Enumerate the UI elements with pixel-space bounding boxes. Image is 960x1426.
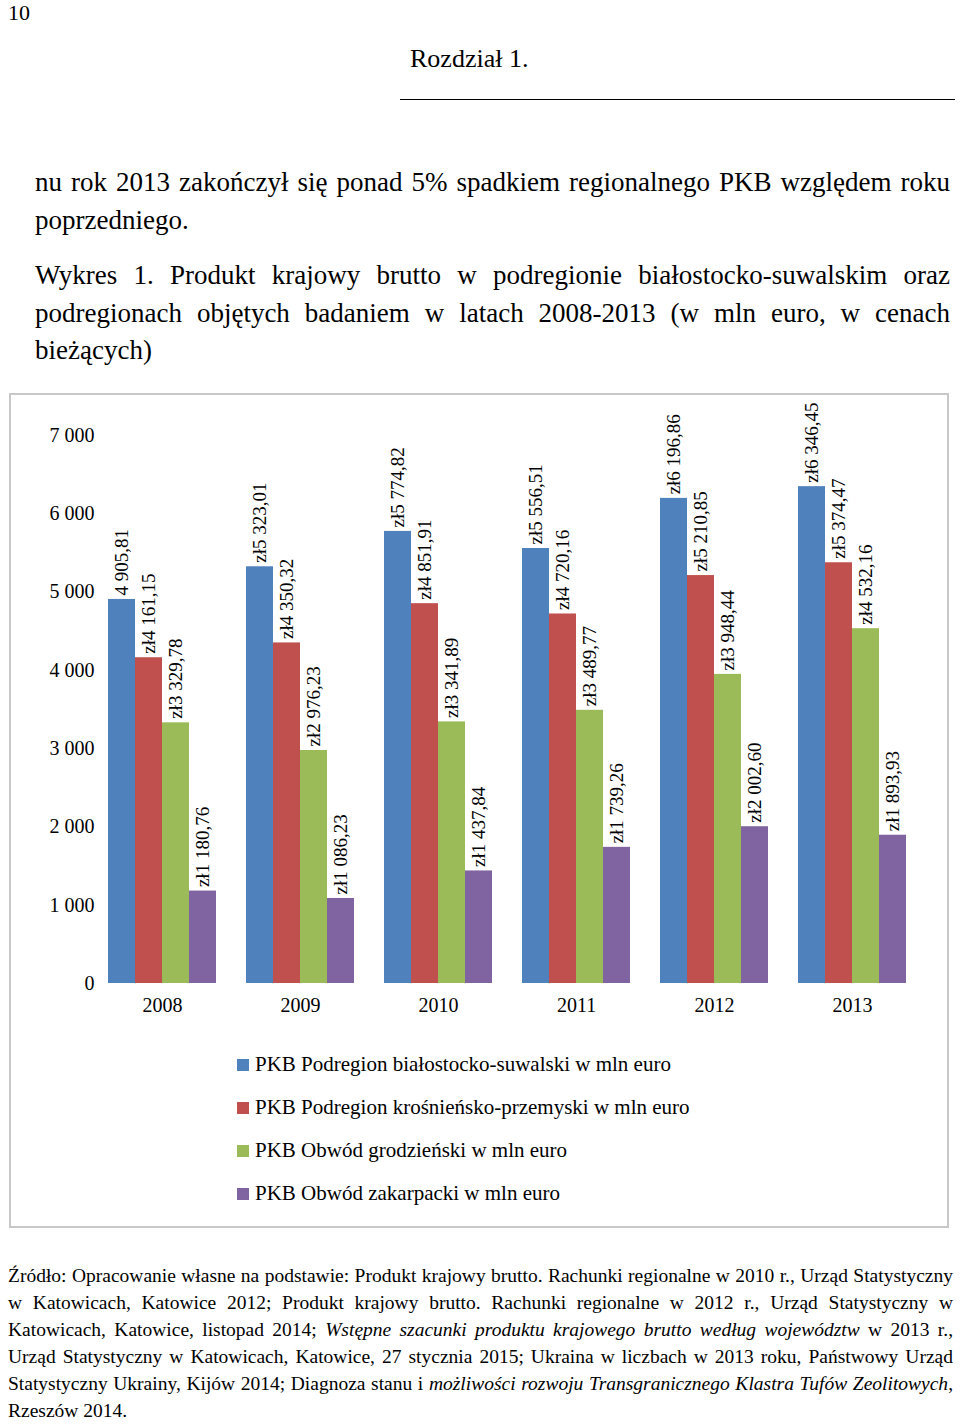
svg-text:zł5 774,82: zł5 774,82 bbox=[387, 447, 408, 527]
svg-text:2 000: 2 000 bbox=[50, 815, 95, 837]
svg-text:zł3 948,44: zł3 948,44 bbox=[717, 590, 738, 671]
svg-text:2009: 2009 bbox=[281, 994, 321, 1016]
svg-text:2008: 2008 bbox=[143, 994, 183, 1016]
svg-text:5 000: 5 000 bbox=[50, 580, 95, 602]
svg-text:1 000: 1 000 bbox=[50, 894, 95, 916]
svg-text:4 905,81: 4 905,81 bbox=[111, 529, 132, 596]
html-text:Wykres 1. Produkt krajowy brut: Wykres 1. Produkt krajowy brutto w podre… bbox=[35, 260, 950, 365]
svg-text:zł2 976,23: zł2 976,23 bbox=[303, 666, 324, 746]
svg-text:2012: 2012 bbox=[695, 994, 735, 1016]
svg-text:zł5 210,85: zł5 210,85 bbox=[690, 491, 711, 571]
svg-text:zł4 532,16: zł4 532,16 bbox=[855, 544, 876, 624]
svg-text:zł4 720,16: zł4 720,16 bbox=[552, 530, 573, 610]
html-text:PKB Obwód grodzieński w mln eu: PKB Obwód grodzieński w mln euro bbox=[255, 1138, 568, 1162]
svg-text:0: 0 bbox=[85, 972, 95, 994]
svg-text:zł5 556,51: zł5 556,51 bbox=[525, 464, 546, 544]
svg-text:2010: 2010 bbox=[419, 994, 459, 1016]
svg-text:zł5 323,01: zł5 323,01 bbox=[249, 483, 270, 563]
html-text:PKB Podregion krośnieńsko-prze: PKB Podregion krośnieńsko-przemyski w ml… bbox=[255, 1095, 690, 1119]
html-text:PKB Obwód zakarpacki w mln eur: PKB Obwód zakarpacki w mln euro bbox=[255, 1181, 560, 1205]
svg-text:zł4 851,91: zł4 851,91 bbox=[414, 519, 435, 599]
svg-text:zł6 346,45: zł6 346,45 bbox=[801, 402, 822, 482]
svg-text:4 000: 4 000 bbox=[50, 659, 95, 681]
html-text:Rozdział 1.: Rozdział 1. bbox=[410, 44, 529, 73]
svg-text:zł1 893,93: zł1 893,93 bbox=[882, 751, 903, 831]
svg-text:3 000: 3 000 bbox=[50, 737, 95, 759]
svg-text:zł3 489,77: zł3 489,77 bbox=[579, 626, 600, 706]
svg-text:zł1 086,23: zł1 086,23 bbox=[330, 814, 351, 894]
svg-text:7 000: 7 000 bbox=[50, 424, 95, 446]
html-text:PKB Podregion białostocko-suwa: PKB Podregion białostocko-suwalski w mln… bbox=[255, 1052, 671, 1076]
svg-text:6 000: 6 000 bbox=[50, 502, 95, 524]
html-text:10: 10 bbox=[8, 0, 30, 25]
svg-text:zł3 341,89: zł3 341,89 bbox=[441, 638, 462, 718]
svg-text:zł4 350,32: zł4 350,32 bbox=[276, 559, 297, 639]
svg-text:2013: 2013 bbox=[833, 994, 873, 1016]
svg-text:zł5 374,47: zł5 374,47 bbox=[828, 479, 849, 559]
html-text:Źródło: Opracowanie własne na: Źródło: Opracowanie własne na podstawie:… bbox=[8, 1265, 953, 1421]
svg-text:zł4 161,15: zł4 161,15 bbox=[138, 574, 159, 654]
svg-text:zł3 329,78: zł3 329,78 bbox=[165, 639, 186, 719]
svg-text:zł1 739,26: zł1 739,26 bbox=[606, 763, 627, 843]
svg-text:zł1 437,84: zł1 437,84 bbox=[468, 786, 489, 867]
svg-text:zł6 196,86: zł6 196,86 bbox=[663, 414, 684, 494]
svg-text:zł1 180,76: zł1 180,76 bbox=[192, 807, 213, 887]
svg-text:2011: 2011 bbox=[557, 994, 596, 1016]
svg-text:zł2 002,60: zł2 002,60 bbox=[744, 743, 765, 823]
html-text:nu rok 2013 zakończył się pona: nu rok 2013 zakończył się ponad 5% spadk… bbox=[35, 167, 950, 235]
